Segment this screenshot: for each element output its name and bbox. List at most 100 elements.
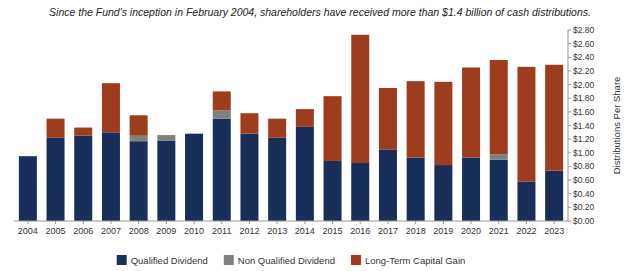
y-tick <box>568 70 571 71</box>
x-axis-line <box>14 221 568 222</box>
x-tick <box>415 221 416 224</box>
bar-segment <box>379 88 397 149</box>
bar-segment <box>102 132 120 221</box>
x-tick-label: 2013 <box>267 226 287 236</box>
y-tick <box>568 207 571 208</box>
x-tick <box>526 221 527 224</box>
y-tick-label: $1.00 <box>573 148 595 158</box>
legend-label: Non Qualified Dividend <box>238 255 335 266</box>
bar-segment <box>47 138 65 221</box>
x-tick <box>360 221 361 224</box>
x-tick <box>138 221 139 224</box>
x-tick-label: 2007 <box>101 226 121 236</box>
bar-segment <box>19 156 37 221</box>
x-tick-label: 2005 <box>46 226 66 236</box>
x-tick-label: 2019 <box>433 226 453 236</box>
y-tick-label: $1.60 <box>573 107 595 117</box>
bar-segment <box>74 128 92 136</box>
x-tick <box>27 221 28 224</box>
y-tick <box>568 84 571 85</box>
bar-segment <box>185 133 203 134</box>
x-tick <box>387 221 388 224</box>
y-tick-label: $0.80 <box>573 161 595 171</box>
x-tick-label: 2020 <box>461 226 481 236</box>
x-tick <box>166 221 167 224</box>
legend-item: Non Qualified Dividend <box>224 255 335 266</box>
y-tick <box>568 193 571 194</box>
x-tick-label: 2016 <box>350 226 370 236</box>
bar-segment <box>240 134 258 221</box>
bar-segment <box>490 154 508 159</box>
y-tick <box>568 152 571 153</box>
x-tick-label: 2011 <box>212 226 231 236</box>
bar-segment <box>490 160 508 221</box>
y-tick-label: $2.00 <box>573 80 595 90</box>
y-tick-label: $2.80 <box>573 25 595 35</box>
bar-segment <box>296 127 314 221</box>
y-tick <box>568 139 571 140</box>
bar-segment <box>213 110 231 118</box>
bar-segment <box>213 91 231 110</box>
bar-segment <box>462 158 480 221</box>
x-tick-label: 2015 <box>323 226 343 236</box>
x-tick-label: 2006 <box>73 226 93 236</box>
x-tick-label: 2004 <box>18 226 38 236</box>
bar-segment <box>434 82 452 165</box>
legend-label: Long-Term Capital Gain <box>365 255 465 266</box>
x-tick-label: 2017 <box>378 226 398 236</box>
bar-segment <box>545 65 563 171</box>
x-tick <box>304 221 305 224</box>
bar-segment <box>296 109 314 127</box>
bar-segment <box>19 156 37 157</box>
bar-segment <box>268 138 286 221</box>
x-tick-label: 2023 <box>544 226 564 236</box>
bar-segment <box>351 35 369 163</box>
x-tick <box>55 221 56 224</box>
y-axis-label: Distributions Per Share <box>611 77 622 175</box>
y-tick-label: $2.20 <box>573 66 595 76</box>
x-tick-label: 2008 <box>129 226 149 236</box>
x-tick <box>554 221 555 224</box>
y-tick <box>568 30 571 31</box>
bar-segment <box>130 115 148 135</box>
legend-swatch <box>117 255 127 265</box>
bar-segment <box>157 135 175 140</box>
x-tick <box>110 221 111 224</box>
bar-segment <box>74 136 92 221</box>
legend-label: Qualified Dividend <box>131 255 208 266</box>
x-tick <box>221 221 222 224</box>
x-tick-label: 2010 <box>184 226 204 236</box>
x-tick <box>332 221 333 224</box>
bar-segment <box>517 181 535 221</box>
bar-segment <box>130 136 148 141</box>
y-tick <box>568 125 571 126</box>
x-tick <box>471 221 472 224</box>
bar-segment <box>157 141 175 221</box>
y-tick-label: $1.80 <box>573 93 595 103</box>
y-tick-label: $0.00 <box>573 216 595 226</box>
x-tick-label: 2009 <box>156 226 176 236</box>
background <box>0 0 640 271</box>
bar-segment <box>157 135 175 136</box>
bar-segment <box>434 165 452 221</box>
title: Since the Fund's inception in February 2… <box>49 6 591 18</box>
y-tick-label: $1.40 <box>573 121 595 131</box>
x-tick-label: 2021 <box>489 226 509 236</box>
bar-segment <box>324 161 342 221</box>
bar-segment <box>407 81 425 157</box>
bar-segment <box>47 119 65 138</box>
bar-segment <box>213 119 231 221</box>
y-tick <box>568 180 571 181</box>
y-tick <box>568 43 571 44</box>
legend: Qualified Dividend Non Qualified Dividend… <box>117 255 466 266</box>
y-tick <box>568 221 571 222</box>
bar-segment <box>240 113 258 133</box>
legend-swatch <box>224 255 234 265</box>
y-tick-label: $0.60 <box>573 175 595 185</box>
x-tick-label: 2018 <box>406 226 426 236</box>
bar-segment <box>545 171 563 221</box>
x-tick <box>249 221 250 224</box>
bar-segment <box>324 96 342 161</box>
legend-item: Qualified Dividend <box>117 255 208 266</box>
bar-segment <box>379 149 397 221</box>
